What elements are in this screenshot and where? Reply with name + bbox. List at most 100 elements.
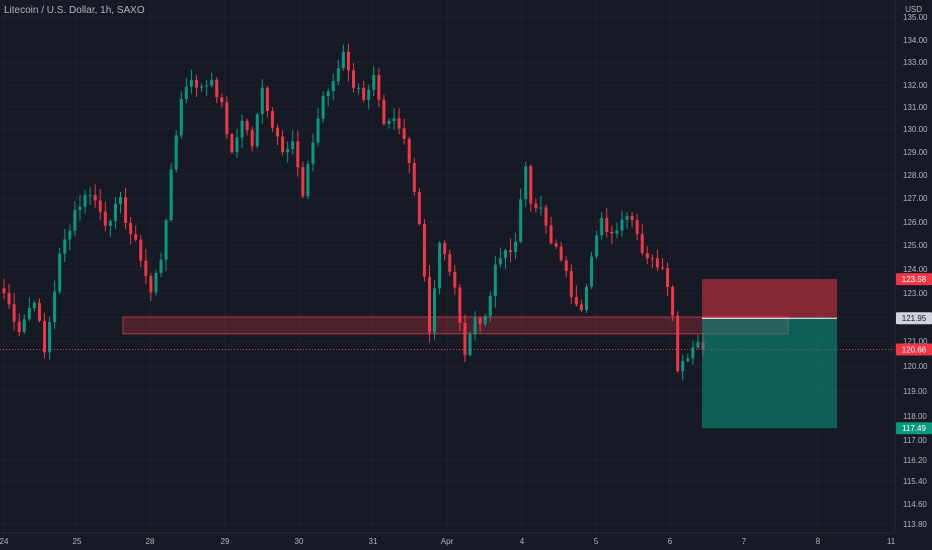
candle [503,248,507,269]
candle [296,130,300,177]
candle [200,83,204,93]
candle [524,161,528,208]
candle [189,69,193,94]
price-marker-label: 117.49 [902,424,926,433]
support-zone-rect[interactable] [122,316,789,335]
candle [230,132,234,154]
candle [554,239,558,250]
chart-title: Litecoin / U.S. Dollar, 1h, SAXO [4,5,145,16]
candle [179,91,183,139]
price-tick-label: 126.00 [903,218,928,227]
candle [270,107,274,133]
candle [331,73,335,101]
candle [468,331,472,357]
candle [124,187,128,230]
price-tick-label: 115.40 [903,477,927,486]
candle [119,191,122,214]
time-tick-label: 6 [668,537,673,546]
price-marker-label: 123.58 [902,275,927,284]
candle [210,72,214,88]
price-tick-label: 130.00 [903,125,928,134]
candle [43,313,47,359]
candle [392,108,396,130]
candle [17,313,21,337]
candle [235,128,239,159]
candle [544,204,548,234]
candle [154,269,158,296]
candle [422,219,426,282]
time-axis[interactable]: 24 25 28 29 30 31 Apr 4 5 6 7 8 11 [0,537,896,546]
candle [488,291,492,322]
candle [260,79,264,124]
candle [671,285,675,322]
candle [387,118,391,129]
price-tick-label: 128.00 [903,171,928,180]
candle [478,316,482,333]
candle [666,262,670,297]
stop-loss-area[interactable] [702,279,837,319]
candle [407,136,411,174]
candle [346,43,350,82]
candle [301,161,305,199]
candle [164,218,168,272]
price-tick-label: 117.00 [903,436,927,445]
candle [352,63,355,93]
price-tick-label: 129.00 [903,148,928,157]
candle [635,214,639,240]
price-marker: 123.58 [896,273,932,286]
candle [357,83,361,95]
short-position-tool[interactable] [702,279,837,429]
candle [362,80,366,103]
grid [0,0,895,533]
candle [498,247,502,268]
candle [473,311,477,341]
candle [83,189,87,214]
candle [600,212,604,240]
price-tick-label: 123.00 [903,289,928,298]
candle [514,232,518,260]
price-tick-label: 127.00 [903,194,928,203]
price-axis[interactable]: 113.80 114.60 115.40 116.20 117.00 118.00 119.… [903,13,928,529]
candle [276,124,280,146]
time-tick-label: Apr [441,537,454,546]
candle [458,283,462,331]
time-tick-label: 29 [221,537,230,546]
candle [590,251,594,290]
price-tick-label: 132.00 [903,81,928,90]
price-marker: 117.49 [896,422,932,435]
candle [159,252,163,278]
candle [630,212,634,228]
candle [412,158,416,196]
time-tick-label: 8 [816,537,821,546]
candle [291,130,295,155]
candle [519,188,523,243]
candle [681,354,685,381]
candle [281,130,285,156]
price-marker-label: 120.66 [902,346,927,355]
price-tick-label: 113.80 [903,520,927,529]
candle [240,114,244,148]
candle [397,108,401,135]
price-marker: 121.95 [896,312,932,325]
candle [539,196,543,216]
candle [382,94,386,126]
candle [625,212,629,230]
candle [660,258,664,271]
candle [88,186,92,205]
price-markers: 123.58 121.95 120.66 117.49 [896,273,932,435]
time-tick-label: 30 [295,537,304,546]
candle [225,96,229,139]
candle [12,293,16,331]
take-profit-area[interactable] [702,318,837,429]
candle [53,280,57,329]
candle [448,249,452,276]
price-tick-label: 131.00 [903,103,928,112]
price-tick-label: 124.00 [903,265,928,274]
candle [417,188,421,226]
candle [78,195,82,221]
currency-label: USD [905,5,922,14]
candle [37,298,41,323]
candle [367,84,371,110]
